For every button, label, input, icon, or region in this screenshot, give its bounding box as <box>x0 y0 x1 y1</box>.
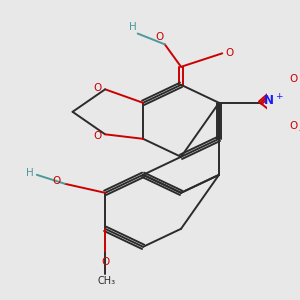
Text: N: N <box>264 94 274 107</box>
Text: O: O <box>101 257 109 267</box>
Text: CH₃: CH₃ <box>98 276 116 286</box>
Text: H: H <box>129 22 136 32</box>
Text: O: O <box>289 74 297 84</box>
Text: H: H <box>26 169 34 178</box>
Text: O: O <box>53 176 61 186</box>
Text: O: O <box>225 48 233 58</box>
Text: O: O <box>155 32 164 42</box>
Text: O: O <box>93 83 101 93</box>
Text: -: - <box>298 125 300 135</box>
Text: +: + <box>275 92 282 101</box>
Text: O: O <box>289 121 297 131</box>
Text: O: O <box>93 130 101 141</box>
